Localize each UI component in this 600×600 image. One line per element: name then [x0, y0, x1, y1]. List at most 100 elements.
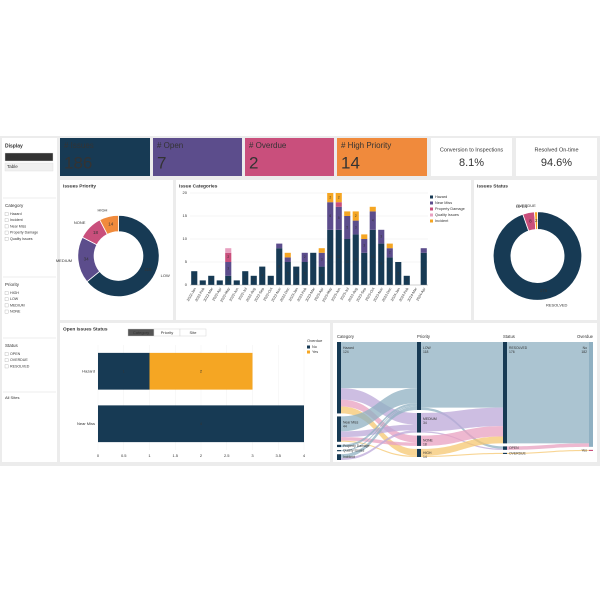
display-button[interactable]: [4, 152, 54, 162]
bar-value-label: 8: [278, 264, 280, 268]
filter-option[interactable]: MEDIUM: [10, 303, 25, 307]
x-tick-label: 2023-May: [321, 287, 333, 303]
checkbox[interactable]: [4, 297, 9, 301]
sankey-link: [421, 436, 503, 456]
tab-label[interactable]: Category: [133, 330, 149, 335]
checkbox[interactable]: [4, 364, 9, 369]
checkbox[interactable]: [4, 224, 9, 229]
kpi-label: # Issues: [64, 141, 94, 150]
sankey-link: [421, 426, 503, 446]
checkbox[interactable]: [4, 291, 9, 295]
bar-segment: [352, 211, 359, 221]
filter-option[interactable]: Quality Issues: [10, 237, 33, 241]
sankey-link: [507, 342, 589, 444]
bar-segment: [369, 206, 376, 212]
bar-segment: [284, 262, 291, 285]
kpi-value: 14: [341, 153, 360, 172]
tab[interactable]: [179, 328, 207, 337]
node-label: Incident: [343, 455, 355, 459]
kpi-tile: [60, 138, 150, 176]
display-button-label[interactable]: Chart: [7, 154, 19, 159]
filter-option[interactable]: Near Miss: [10, 224, 26, 228]
checkbox[interactable]: [4, 303, 9, 308]
legend-label: Hazard: [435, 195, 447, 199]
bar-value-label: 3: [321, 258, 323, 262]
x-tick-label: 2023-Jan: [288, 287, 299, 302]
checkbox[interactable]: [4, 358, 9, 362]
checkbox[interactable]: [4, 218, 9, 222]
bar-value-label: 6: [389, 269, 391, 273]
tab-label[interactable]: Site: [190, 330, 198, 335]
bar-value-label: 2: [329, 195, 331, 199]
legend-title: Overdue: [307, 338, 323, 343]
checkbox[interactable]: [4, 230, 9, 235]
filter-option[interactable]: NONE: [10, 310, 21, 314]
x-tick-label: 2023-Sep: [356, 287, 367, 303]
sankey-link: [341, 399, 417, 443]
sankey-node: [337, 450, 341, 452]
x-tick-label: 2022-Feb: [194, 287, 205, 302]
legend-swatch: [430, 219, 433, 223]
y-tick-label: Near Miss: [77, 421, 95, 426]
x-tick-label: 0.5: [121, 453, 127, 458]
bar-segment: [318, 266, 325, 285]
bar-segment: [199, 280, 206, 285]
bar-segment: [310, 252, 317, 285]
filter-option[interactable]: LOW: [10, 297, 19, 301]
bar-segment: [378, 243, 385, 285]
filter-option[interactable]: OPEN: [10, 352, 21, 356]
sankey-link: [507, 443, 589, 450]
sidebar-title: Display: [5, 143, 23, 149]
x-tick-label: 2023-Nov: [373, 287, 384, 303]
kpi-tile: [153, 138, 242, 176]
node-value: 176: [509, 350, 515, 354]
x-tick-label: 2023-Oct: [365, 287, 376, 302]
bar-value-label: 5: [304, 271, 306, 275]
bar-value-label: 3: [355, 225, 357, 229]
display-button-label[interactable]: Table: [7, 164, 18, 169]
x-tick-label: 2022-Aug: [245, 287, 256, 303]
kpi-tile: [245, 138, 334, 176]
checkbox[interactable]: [4, 309, 9, 314]
bar-segment: [242, 271, 249, 285]
slice-value: 2: [535, 218, 538, 223]
filter-option[interactable]: HIGH: [10, 291, 19, 295]
tab-label[interactable]: Priority: [161, 330, 173, 335]
kpi-value: 7: [157, 153, 166, 172]
bar-segment: [98, 352, 150, 390]
display-button[interactable]: [4, 162, 54, 172]
x-tick-label: 2.5: [224, 453, 230, 458]
filter-option[interactable]: Incident: [10, 218, 23, 222]
bar-value-label: 2: [227, 255, 229, 259]
x-tick-label: 2022-Apr: [212, 286, 223, 301]
sankey-link: [341, 403, 417, 448]
bar-segment: [335, 229, 342, 285]
bar-value-label: 7: [312, 267, 314, 271]
checkbox[interactable]: [4, 237, 9, 241]
node-label: OPEN: [509, 446, 519, 450]
x-tick-label: 2024-Feb: [398, 287, 409, 302]
bar-value-label: 12: [328, 255, 332, 259]
filter-option[interactable]: OVERDUE: [10, 358, 28, 362]
checkbox[interactable]: [4, 352, 9, 356]
chart-title: Open Issues Status: [63, 326, 108, 332]
filter-option[interactable]: Property Damage: [10, 231, 38, 235]
sankey-link: [421, 452, 503, 457]
sankey-link: [421, 407, 503, 432]
filter-option[interactable]: RESOLVED: [10, 364, 30, 368]
bar-value-label: 2: [389, 251, 391, 255]
checkbox[interactable]: [4, 212, 9, 216]
bar-segment: [378, 229, 385, 244]
site-filter[interactable]: All Sites: [5, 395, 19, 400]
filter-option[interactable]: Hazard: [10, 212, 22, 216]
slice-value: 18: [93, 230, 99, 235]
y-tick-label: 10: [183, 236, 188, 241]
y-tick-label: 5: [185, 259, 188, 264]
bar-value-label: 3: [227, 267, 229, 271]
x-tick-label: 2023-Jun: [330, 287, 341, 302]
bar-value-label: 4: [261, 274, 263, 278]
bar-value-label: 12: [371, 255, 375, 259]
bar-segment: [395, 262, 402, 285]
sidebar: [2, 138, 57, 462]
kpi-value: 8.1%: [459, 157, 484, 169]
